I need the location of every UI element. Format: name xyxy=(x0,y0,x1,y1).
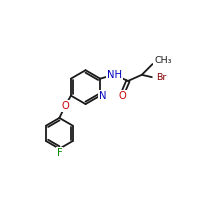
Text: NH: NH xyxy=(107,70,122,80)
Text: F: F xyxy=(57,148,62,158)
Text: CH₃: CH₃ xyxy=(154,56,172,65)
Text: Br: Br xyxy=(156,73,166,82)
Text: N: N xyxy=(99,91,106,101)
Text: O: O xyxy=(61,101,69,111)
Text: O: O xyxy=(119,91,126,101)
